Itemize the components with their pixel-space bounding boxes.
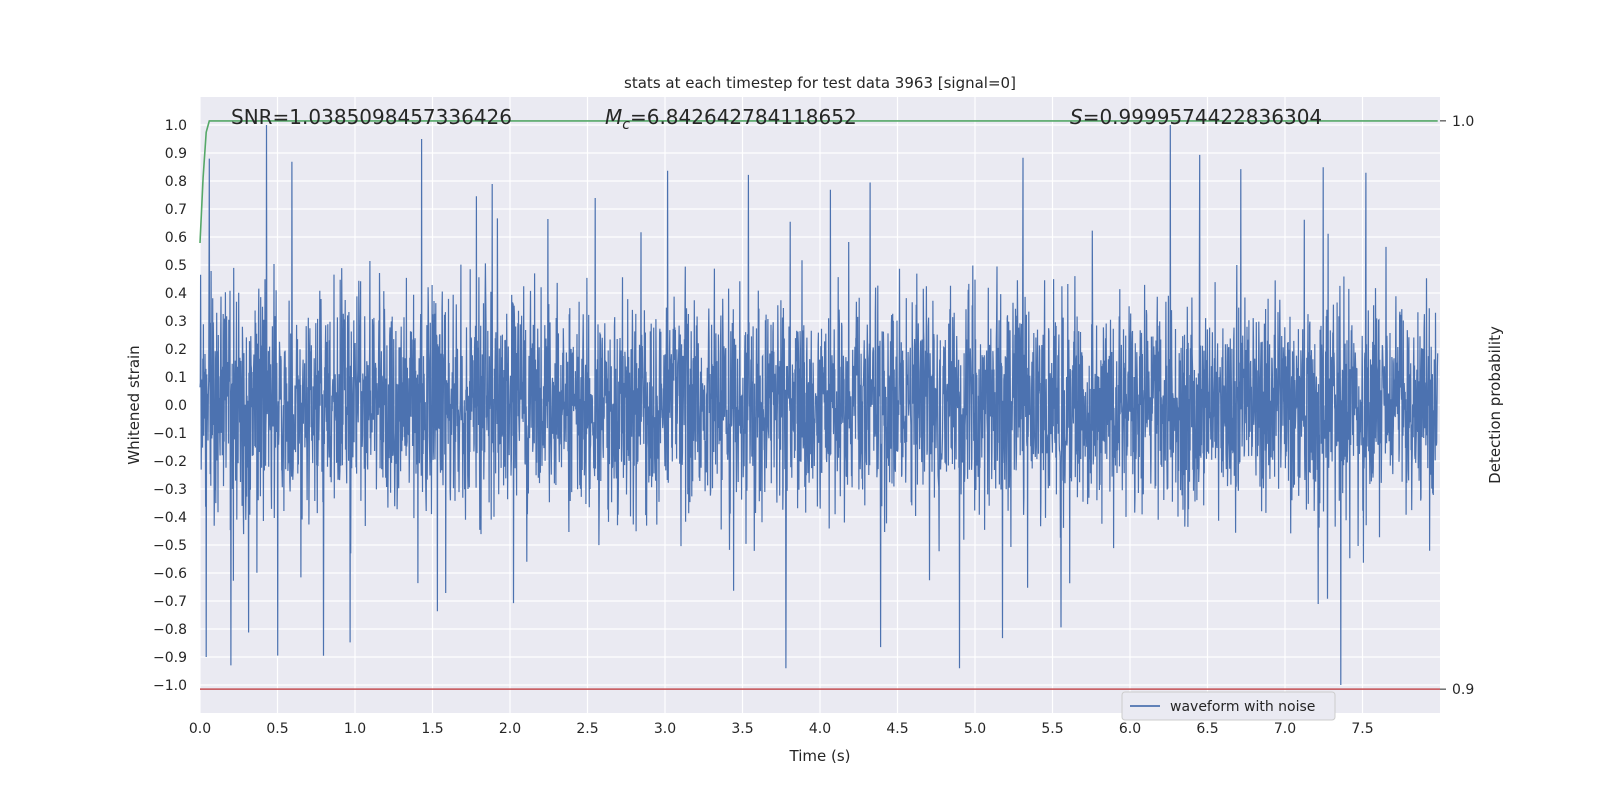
x-axis-ticks: 0.0 0.5 1.0 1.5 2.0 2.5 3.0 3.5 4.0 4.5 5.0 5.5 6.0 6… — [189, 721, 1374, 737]
x-tick-label: 6.5 — [1196, 721, 1218, 737]
mc-subscript: c — [622, 117, 630, 133]
x-tick-label: 3.0 — [654, 721, 676, 737]
x-axis-label: Time (s) — [789, 747, 851, 765]
x-tick-label: 2.0 — [499, 721, 521, 737]
y-tick-label: −0.7 — [153, 594, 187, 610]
y-tick-label: 0.4 — [165, 286, 187, 302]
waveform-series — [199, 124, 1439, 686]
x-tick-label: 3.5 — [731, 721, 753, 737]
x-tick-label: 5.0 — [964, 721, 986, 737]
chart-title: stats at each timestep for test data 396… — [624, 74, 1016, 92]
y-tick-label: −0.1 — [153, 426, 187, 442]
y-tick-label: −0.6 — [153, 566, 187, 582]
y-tick-label: −0.3 — [153, 482, 187, 498]
s-value: =0.9999574422836304 — [1083, 105, 1322, 129]
s-annotation: S=0.9999574422836304 — [1070, 105, 1322, 129]
y-tick-label: −0.4 — [153, 510, 187, 526]
y-axis-ticks: 1.0 0.9 0.8 0.7 0.6 0.5 0.4 0.3 0.2 0.1 0.0 −0.1 −0.… — [153, 118, 187, 694]
s-symbol: S — [1070, 105, 1083, 129]
y-tick-label: 0.2 — [165, 342, 187, 358]
y-axis-label: Whitened strain — [125, 345, 143, 464]
y2-axis-ticks: 1.0 0.9 — [1440, 114, 1474, 698]
legend: waveform with noise — [1121, 691, 1336, 721]
mc-value: =6.842642784118652 — [630, 105, 857, 129]
legend-box — [1121, 691, 1336, 721]
x-tick-label: 0.0 — [189, 721, 211, 737]
y-tick-label: 0.1 — [165, 370, 187, 386]
y2-axis-label: Detection probability — [1486, 326, 1504, 484]
y-tick-label: −0.8 — [153, 622, 187, 638]
y-tick-label: −1.0 — [153, 678, 187, 694]
x-tick-label: 2.5 — [576, 721, 598, 737]
waveform-line — [199, 124, 1439, 686]
x-tick-label: 7.0 — [1274, 721, 1296, 737]
x-tick-label: 1.5 — [421, 721, 443, 737]
y-tick-label: −0.9 — [153, 650, 187, 666]
detection-probability-line — [199, 120, 1438, 244]
x-tick-label: 6.0 — [1119, 721, 1141, 737]
y-tick-label: 0.0 — [165, 398, 187, 414]
x-tick-label: 1.0 — [344, 721, 366, 737]
x-tick-label: 4.5 — [886, 721, 908, 737]
y-tick-label: 0.9 — [165, 146, 187, 162]
legend-entry: waveform with noise — [1170, 699, 1315, 715]
y-tick-label: 0.6 — [165, 230, 187, 246]
y2-tick-label: 1.0 — [1452, 114, 1474, 130]
y-tick-label: 0.5 — [165, 258, 187, 274]
y-tick-label: −0.2 — [153, 454, 187, 470]
snr-annotation: SNR=1.0385098457336426 — [231, 105, 512, 129]
y-tick-label: 0.7 — [165, 202, 187, 218]
chirp-mass-annotation: Mc=6.842642784118652 — [605, 105, 857, 133]
x-tick-label: 7.5 — [1351, 721, 1373, 737]
x-tick-label: 5.5 — [1041, 721, 1063, 737]
y-tick-label: −0.5 — [153, 538, 187, 554]
mc-symbol: M — [605, 105, 622, 129]
y2-tick-label: 0.9 — [1452, 682, 1474, 698]
y-tick-label: 0.3 — [165, 314, 187, 330]
y-tick-label: 1.0 — [165, 118, 187, 134]
x-tick-label: 0.5 — [266, 721, 288, 737]
y-tick-label: 0.8 — [165, 174, 187, 190]
x-tick-label: 4.0 — [809, 721, 831, 737]
